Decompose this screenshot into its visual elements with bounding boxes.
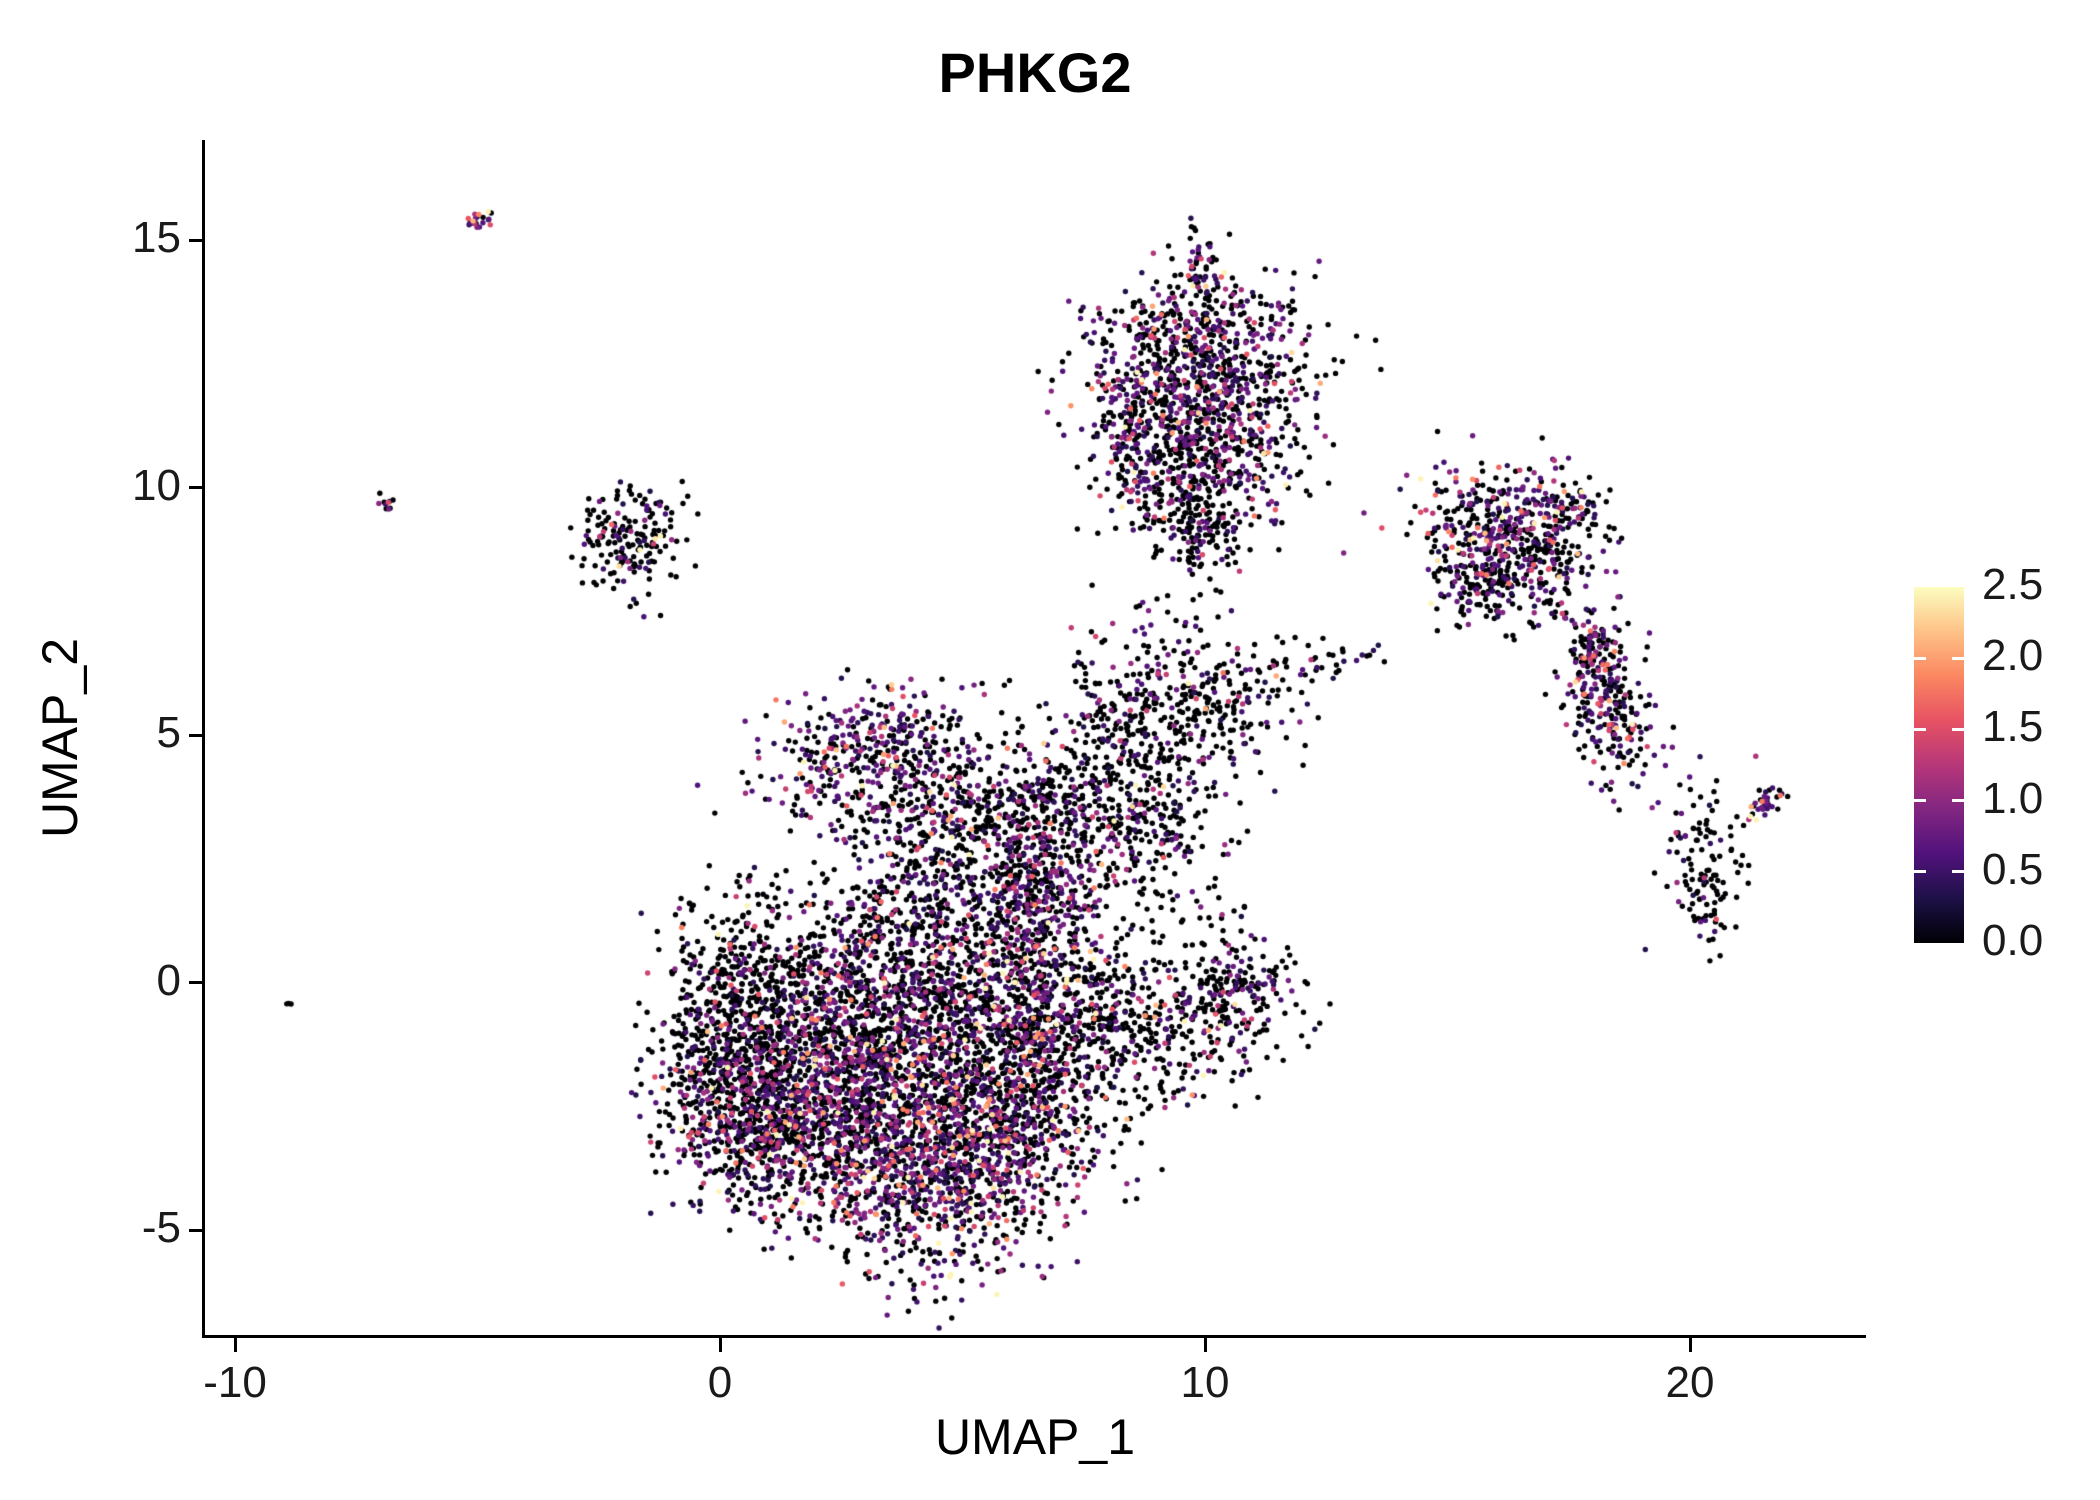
- colorbar-tick-label: 2.5: [1982, 560, 2044, 609]
- colorbar-tick-label: 0.5: [1982, 844, 2044, 894]
- colorbar-tick-mark: [1952, 727, 1964, 731]
- x-tick-mark: [1688, 1338, 1692, 1352]
- y-tick-label: -5: [141, 1203, 181, 1252]
- x-tick-mark: [233, 1338, 237, 1352]
- colorbar-tick-label: 1.5: [1982, 702, 2044, 752]
- y-tick-mark: [189, 1228, 203, 1232]
- x-tick-label: 0: [707, 1358, 733, 1407]
- colorbar: [1914, 587, 1964, 943]
- y-tick-label: 5: [156, 708, 181, 757]
- colorbar-gradient: [1914, 587, 1964, 943]
- y-tick-mark: [189, 981, 203, 984]
- x-tick-mark: [718, 1338, 722, 1352]
- colorbar-tick-mark: [1914, 656, 1926, 660]
- colorbar-tick-mark: [1914, 727, 1926, 731]
- x-tick-label: 10: [1180, 1358, 1230, 1407]
- y-tick-label: 0: [156, 955, 181, 1005]
- y-tick-mark: [189, 486, 203, 489]
- colorbar-tick-mark: [1914, 870, 1926, 874]
- y-axis-line: [202, 140, 205, 1338]
- y-tick-mark: [189, 733, 203, 737]
- x-axis-line: [202, 1335, 1866, 1338]
- y-tick-label: 10: [132, 460, 181, 510]
- colorbar-tick-label: 0.0: [1982, 916, 2044, 965]
- colorbar-tick-mark: [1952, 870, 1964, 874]
- colorbar-tick-mark: [1914, 799, 1926, 803]
- x-tick-label: -10: [203, 1358, 267, 1407]
- colorbar-tick-mark: [1952, 799, 1964, 803]
- x-tick-mark: [1203, 1338, 1207, 1352]
- colorbar-tick-label: 1.0: [1982, 773, 2044, 823]
- x-axis-label: UMAP_1: [934, 1409, 1136, 1465]
- colorbar-tick-label: 2.0: [1982, 631, 2044, 681]
- y-tick-label: 15: [132, 213, 181, 262]
- x-tick-label: 20: [1665, 1358, 1715, 1407]
- plot-title: PHKG2: [938, 41, 1132, 104]
- y-tick-mark: [189, 238, 203, 242]
- colorbar-tick-mark: [1952, 656, 1964, 660]
